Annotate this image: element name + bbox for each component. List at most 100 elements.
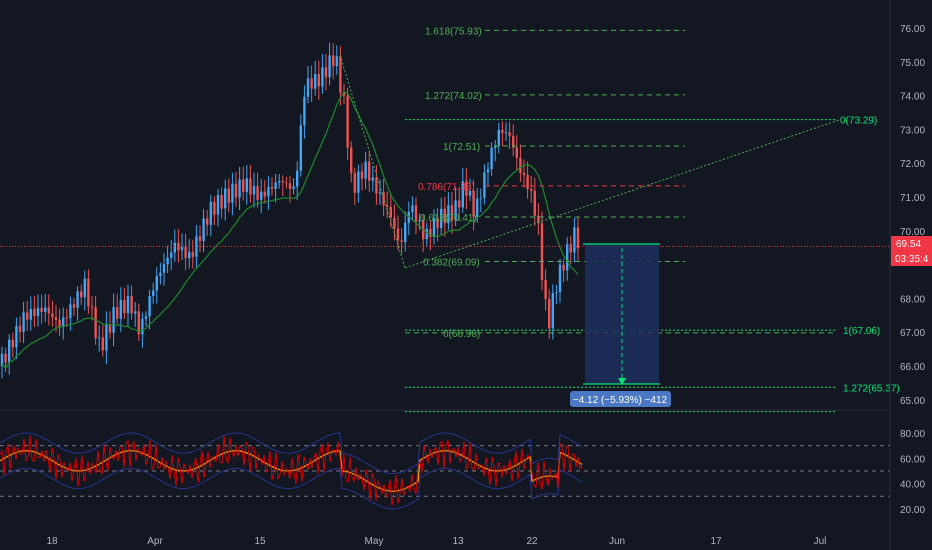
candle-body — [198, 236, 202, 241]
candle-body — [249, 178, 252, 195]
last-price-value: 69.54 — [896, 239, 921, 250]
fib-level-label: 1.618(75.93) — [425, 26, 482, 37]
moving-average-line — [1, 90, 579, 370]
candle-body — [234, 183, 238, 198]
oscillator-axis[interactable]: 80.00 60.00 40.00 20.00 — [900, 429, 925, 516]
candle-body — [155, 276, 158, 291]
candle-body — [87, 278, 90, 307]
trend-line — [339, 54, 406, 269]
price-tick-label: 65.00 — [900, 396, 925, 407]
candle-body — [162, 264, 166, 273]
fib-level-label: 1.272(65.37) — [843, 383, 900, 394]
candle-body — [317, 74, 320, 87]
candle-body — [94, 307, 97, 339]
time-axis[interactable]: 18 Apr 15 May 13 22 Jun 17 Jul — [46, 536, 826, 547]
candle-body — [22, 312, 25, 332]
price-tick-label: 73.00 — [900, 125, 925, 136]
candle-body — [76, 291, 79, 308]
candle-body — [242, 179, 245, 192]
fib-level-label: 0(73.29) — [840, 116, 877, 127]
candle-body — [566, 244, 569, 271]
oscillator-tick-label: 40.00 — [900, 480, 925, 491]
candle-body — [206, 218, 209, 225]
oscillator-main-line — [0, 435, 583, 506]
candle-body — [231, 183, 234, 203]
candle-body — [177, 242, 180, 251]
oscillator-tick-label: 20.00 — [900, 505, 925, 516]
candle-body — [414, 205, 418, 222]
price-tick-label: 71.00 — [900, 193, 925, 204]
candle-body — [486, 169, 490, 173]
candle-body — [533, 190, 536, 216]
candle-body — [494, 145, 497, 148]
time-tick-label: 13 — [452, 536, 464, 547]
candle-body — [260, 191, 263, 200]
candle-body — [526, 175, 529, 190]
candle-body — [350, 147, 353, 174]
price-axis[interactable]: 76.00 75.00 74.00 73.00 72.00 71.00 70.00 68.00… — [900, 24, 925, 407]
candle-body — [335, 56, 338, 67]
candle-body — [159, 272, 162, 277]
candle-body — [396, 228, 400, 241]
candle-body — [537, 215, 540, 224]
price-tick-label: 74.00 — [900, 92, 925, 103]
fib-level-label: 1.272(74.02) — [425, 91, 482, 102]
candle-body — [368, 161, 371, 181]
candle-body — [36, 307, 40, 316]
time-tick-label: 18 — [46, 536, 58, 547]
candle-body — [105, 324, 108, 351]
candle-body — [170, 252, 173, 258]
candle-body — [83, 278, 86, 298]
candle-body — [443, 208, 446, 224]
candle-body — [400, 240, 403, 242]
time-tick-label: 17 — [710, 536, 722, 547]
fib-level-label: 1(67.06) — [843, 326, 880, 337]
candle-body — [252, 185, 256, 195]
candle-body — [144, 316, 148, 320]
candle-body — [332, 55, 335, 67]
candle-body — [299, 125, 302, 171]
candle-body — [216, 194, 220, 215]
oscillator-panel — [0, 432, 890, 510]
candle-body — [569, 244, 572, 253]
candle-body — [393, 217, 396, 229]
candle-body — [72, 304, 76, 308]
candle-body — [450, 205, 454, 221]
candle-body — [296, 170, 299, 187]
countdown-timer: 03:35:4 — [895, 254, 929, 265]
candle-body — [461, 181, 464, 208]
candle-body — [551, 292, 554, 329]
candle-body — [126, 295, 130, 314]
oscillator-lower-band — [0, 467, 583, 510]
candle-body — [544, 279, 547, 300]
candle-body — [328, 55, 331, 78]
candle-body — [519, 157, 522, 173]
candle-body — [314, 74, 317, 89]
candle-body — [195, 236, 198, 257]
candle-body — [0, 353, 4, 366]
price-tick-label: 66.00 — [900, 362, 925, 373]
measure-tool[interactable]: −4.12 (−5.93%) −412 — [570, 243, 671, 407]
candle-body — [270, 187, 274, 189]
oscillator-tick-label: 80.00 — [900, 429, 925, 440]
oscillator-upper-band — [0, 432, 583, 474]
fib-level-label: 1(72.51) — [443, 142, 480, 153]
candle-body — [476, 198, 479, 217]
last-price-badge: 69.54 03:35:4 — [891, 236, 932, 266]
candle-body — [267, 187, 270, 197]
candle-body — [54, 317, 58, 320]
candle-body — [432, 218, 436, 238]
candle-body — [33, 308, 36, 316]
price-tick-label: 68.00 — [900, 294, 925, 305]
candle-body — [224, 188, 227, 209]
candle-body — [134, 311, 137, 314]
candle-body — [530, 189, 533, 191]
candle-body — [62, 317, 65, 327]
candle-body — [303, 96, 306, 126]
candle-body — [436, 218, 439, 229]
measure-arrowhead — [618, 378, 626, 385]
candle-body — [515, 147, 518, 158]
candle-body — [292, 186, 295, 189]
candle-body — [58, 319, 61, 327]
candle-body — [555, 292, 558, 294]
